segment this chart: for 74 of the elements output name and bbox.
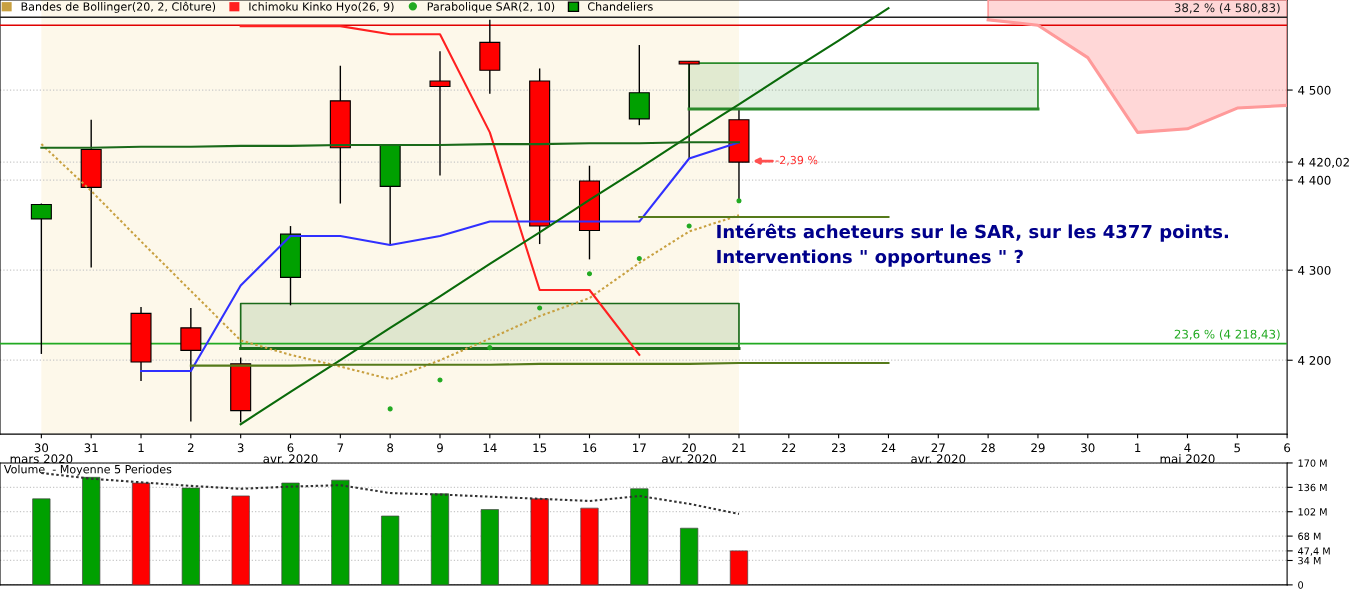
bar — [580, 507, 599, 585]
y-tick-label: 102 M — [1298, 508, 1327, 516]
legend-label: Parabolique SAR(2, 10) — [427, 2, 555, 13]
bar — [331, 479, 350, 585]
y-tick-label: 4 420,02 — [1298, 157, 1349, 168]
candlestick — [678, 60, 700, 160]
point — [736, 198, 742, 204]
y-tick-label: 0 — [1298, 581, 1304, 589]
x-tick-label: 20 avr. 2020 — [662, 443, 717, 464]
x-tick-label: 15 — [533, 443, 547, 453]
bar — [131, 482, 151, 585]
bar — [381, 515, 400, 585]
bar — [231, 495, 250, 585]
legend-label: Chandeliers — [587, 2, 653, 11]
y-tick-label: 4 400 — [1298, 175, 1331, 185]
bar — [480, 509, 499, 585]
x-tick-label: 8 — [387, 443, 394, 453]
legend-label: Ichimoku Kinko Hyo(26, 9) — [249, 2, 394, 13]
x-tick-label: 4 mai 2020 — [1160, 443, 1215, 464]
x-tick-label: 6 — [1284, 443, 1291, 453]
y-tick-label: 4 200 — [1298, 355, 1331, 365]
bar — [281, 482, 300, 585]
y-tick-label: 136 M — [1298, 483, 1327, 492]
annotation: -2,39 % — [775, 155, 818, 166]
x-tick-label: 22 — [782, 443, 796, 453]
legend-label: Bandes de Bollinger(20, 2, Clôture) — [21, 1, 216, 13]
point — [586, 271, 593, 277]
bar — [729, 550, 749, 585]
x-tick-label: 1 — [138, 443, 144, 453]
x-tick-label: 31 — [84, 443, 98, 453]
x-tick-label: 24 — [881, 443, 896, 453]
annotation: Intérêts acheteurs sur le SAR, sur les 4377 points. Interventions " opportunes " ? — [717, 223, 1228, 267]
bar — [430, 493, 450, 585]
chart-title: Volume - Moyenne 5 Periodes — [3, 464, 172, 476]
candlestick — [180, 307, 202, 423]
x-tick-label: 27 avr. 2020 — [911, 443, 966, 464]
x-tick-label: 3 — [237, 443, 244, 453]
x-tick-label: 30 mars 2020 — [10, 443, 73, 464]
x-tick-label: 5 — [1234, 443, 1240, 453]
bar — [181, 487, 200, 585]
bar — [32, 498, 51, 585]
y-tick-label: 4 300 — [1298, 265, 1331, 275]
x-tick-label: 17 — [633, 443, 646, 453]
x-tick-label: 28 — [981, 443, 995, 453]
y-tick-label: 34 M — [1298, 556, 1321, 565]
bar — [82, 476, 101, 585]
x-tick-label: 16 — [583, 443, 597, 453]
x-tick-label: 30 — [1081, 443, 1095, 453]
ref-line-label: 38,2 % (4 580,83) — [1174, 3, 1280, 14]
y-tick-label: 170 M — [1298, 459, 1327, 467]
point — [686, 223, 692, 229]
y-tick-label: 4 500 — [1298, 85, 1331, 95]
x-tick-label: 14 — [483, 443, 497, 453]
line-series — [239, 25, 641, 356]
y-tick-label: 47,4 M — [1298, 547, 1330, 556]
x-tick-label: 23 — [831, 443, 846, 453]
bar — [680, 527, 699, 585]
x-tick-label: 6 avr. 2020 — [263, 443, 318, 464]
candlestick — [429, 50, 451, 177]
ref-line-label: 23,6 % (4 218,43) — [1174, 329, 1280, 340]
bar — [630, 488, 649, 585]
candlestick — [30, 202, 52, 355]
x-tick-label: 2 — [187, 443, 194, 453]
point — [636, 255, 642, 262]
x-tick-label: 7 — [337, 443, 344, 453]
x-tick-label: 29 — [1031, 443, 1045, 453]
point — [537, 305, 543, 311]
x-tick-label: 21 — [732, 443, 746, 453]
point — [387, 406, 393, 412]
bar — [530, 498, 549, 585]
y-tick-label: 68 M — [1298, 532, 1321, 540]
point — [487, 345, 493, 351]
x-tick-label: 1 — [1135, 443, 1141, 453]
x-tick-label: 9 — [436, 443, 443, 453]
